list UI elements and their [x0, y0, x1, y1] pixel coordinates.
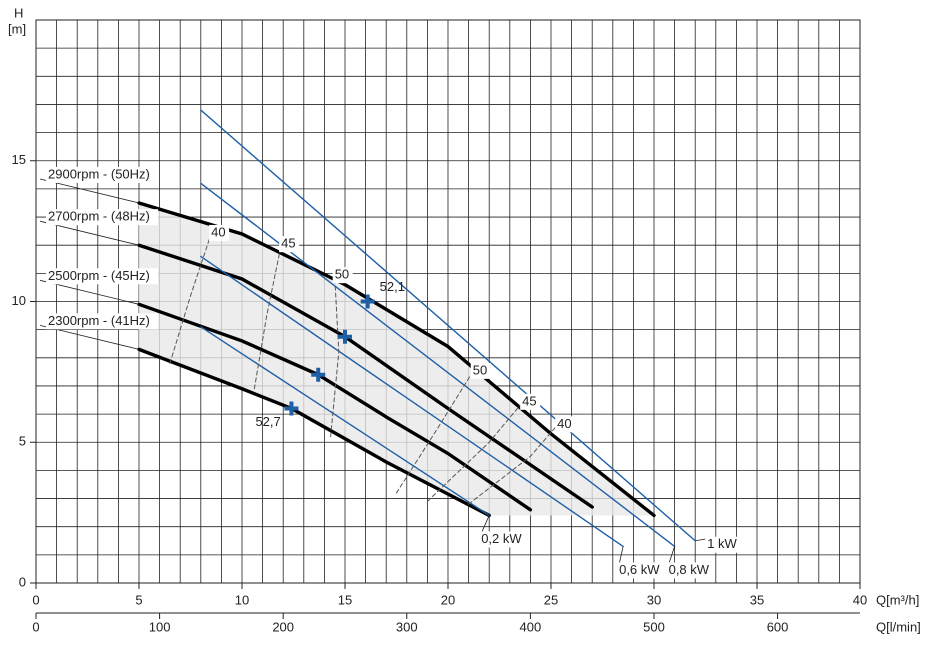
bep-marker [338, 329, 352, 344]
efficiency-line [468, 424, 558, 505]
power-line [200, 109, 696, 542]
y-tick-label: 5 [19, 434, 26, 449]
series-label: 40 [557, 416, 571, 431]
series-label: 40 [211, 224, 225, 239]
x2-tick-label: 200 [272, 619, 294, 634]
plot-frame [35, 19, 861, 584]
series-label: 1 kW [707, 536, 737, 551]
efficiency-line [330, 275, 340, 438]
label-leader [668, 546, 675, 565]
series-label: 50 [473, 362, 487, 377]
label-bg [705, 536, 752, 553]
power-line [200, 255, 624, 548]
efficiency-line [253, 244, 282, 390]
label-bg [46, 209, 158, 226]
label-bg [332, 267, 353, 284]
x-tick-label: 40 [853, 592, 867, 607]
x-tick-label: 5 [135, 592, 142, 607]
efficiency-line [169, 233, 212, 364]
y-axis-unit: [m] [8, 21, 26, 36]
x-tick-label: 0 [32, 592, 39, 607]
series-label: 2700rpm - (48Hz) [48, 209, 150, 224]
label-bg [209, 224, 230, 241]
x-tick-label: 20 [441, 592, 455, 607]
x-axis-label: Q[m³/h] [876, 592, 919, 607]
series-label: 2900rpm - (50Hz) [48, 166, 150, 181]
label-bg [46, 313, 158, 330]
x2-tick-label: 400 [520, 619, 542, 634]
series-label: 0,2 kW [481, 531, 522, 546]
label-leader [618, 546, 624, 565]
x-tick-label: 30 [647, 592, 661, 607]
bep-marker [284, 401, 299, 416]
bep-marker [311, 367, 326, 382]
label-leader [480, 515, 490, 534]
x-tick-label: 10 [235, 592, 249, 607]
label-bg [617, 562, 664, 579]
x2-tick-label: 100 [149, 619, 171, 634]
x2-tick-label: 300 [396, 619, 418, 634]
bep-label: 52,1 [380, 279, 405, 294]
label-bg [666, 562, 713, 579]
y-tick-label: 10 [12, 293, 26, 308]
label-bg [279, 236, 300, 253]
efficiency-line [396, 371, 474, 494]
series-label: 45 [281, 236, 295, 251]
label-bg [479, 531, 526, 548]
label-bg [470, 362, 491, 379]
x-tick-label: 15 [338, 592, 352, 607]
label-bg [520, 393, 541, 410]
speed-line [137, 302, 533, 512]
series-label: 2500rpm - (45Hz) [48, 268, 150, 283]
x2-tick-label: 0 [32, 619, 39, 634]
series-label: 0,8 kW [669, 562, 710, 577]
y-axis-label: H [14, 5, 23, 20]
x2-axis-label: Q[l/min] [876, 619, 921, 634]
x2-tick-label: 500 [643, 619, 665, 634]
label-bg [46, 166, 158, 183]
series-label: 0,6 kW [619, 562, 660, 577]
series-label: 50 [335, 267, 349, 282]
y-tick-label: 15 [12, 152, 26, 167]
label-bg [46, 268, 158, 285]
power-line [200, 326, 490, 517]
x2-tick-label: 600 [767, 619, 789, 634]
bep-label: 52,7 [255, 414, 280, 429]
series-label: 45 [522, 393, 536, 408]
y-tick-label: 0 [19, 574, 26, 589]
x-tick-label: 35 [750, 592, 764, 607]
series-label: 2300rpm - (41Hz) [48, 313, 150, 328]
operating-region [139, 202, 654, 516]
bep-marker [360, 294, 375, 309]
x-tick-label: 25 [544, 592, 558, 607]
label-bg [555, 416, 576, 433]
efficiency-line [426, 402, 523, 502]
